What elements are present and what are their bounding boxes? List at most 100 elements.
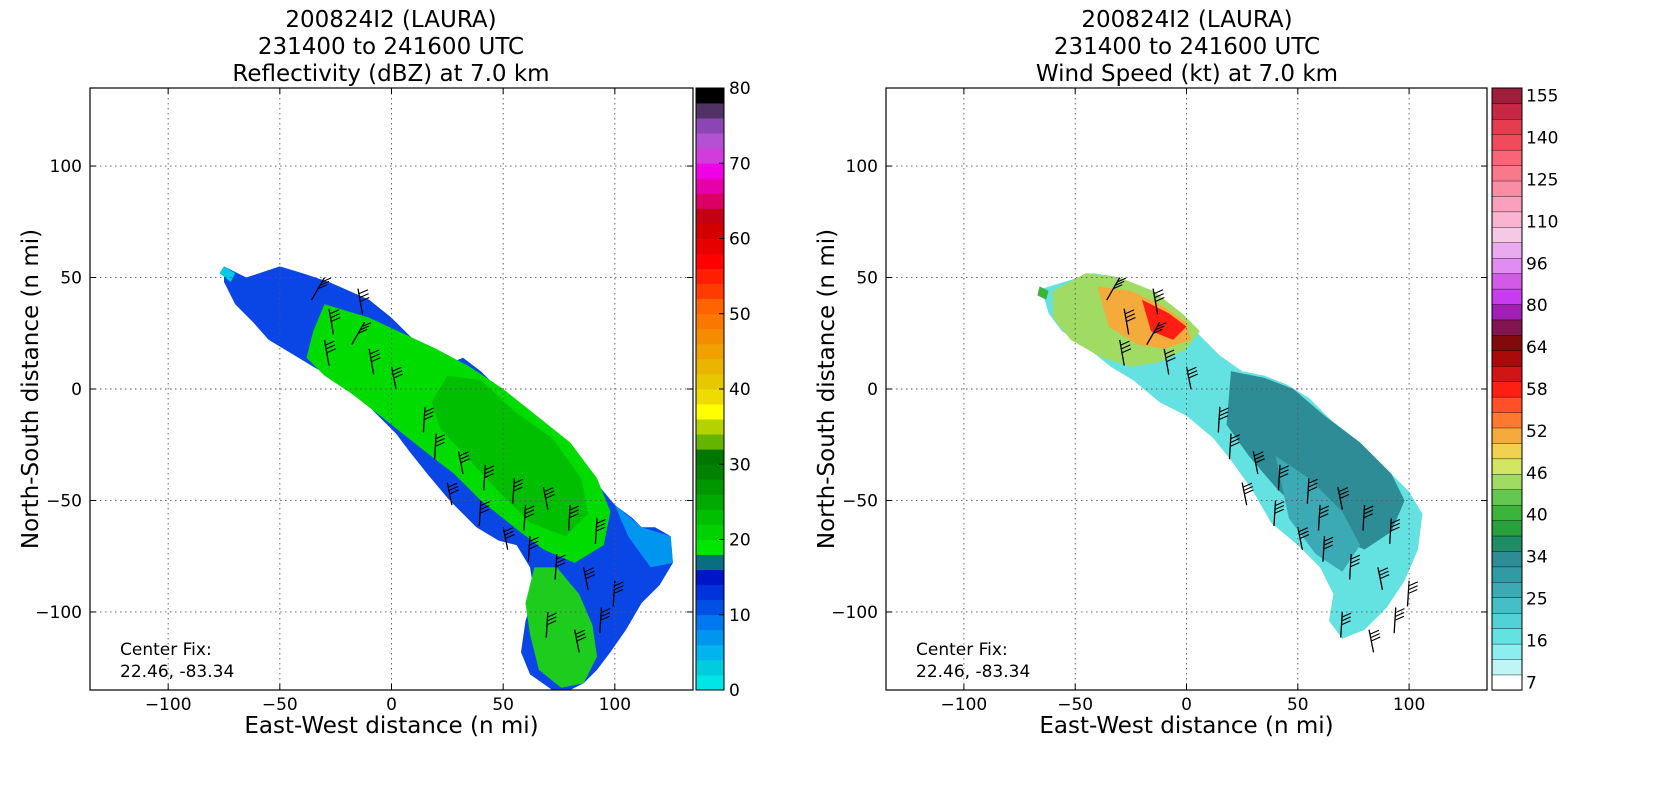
wind-colorbar-tick-label: 16 — [1526, 631, 1548, 651]
wind-wind-barb-feather — [1390, 518, 1401, 524]
refl-colorbar-swatch — [696, 148, 724, 164]
refl-wind-barb — [542, 486, 555, 510]
wind-wind-barb — [1297, 527, 1310, 550]
wind-x-tick-label: 50 — [1287, 695, 1309, 715]
refl-wind-barb-feather — [392, 366, 402, 372]
wind-colorbar-swatch — [1491, 195, 1523, 213]
wind-colorbar-tick-label: 40 — [1526, 506, 1548, 526]
wind-wind-barb — [1228, 433, 1240, 460]
refl-colorbar-swatch — [696, 494, 724, 510]
wind-wind-barb-feather — [1242, 482, 1253, 488]
wind-colorbar-swatch — [1491, 164, 1523, 182]
refl-wind-barb-feather — [544, 487, 554, 493]
refl-wind-barb-feather — [435, 441, 445, 447]
refl-wind-barb — [523, 504, 535, 531]
refl-wind-barb-feather — [524, 513, 534, 519]
wind-wind-barb-feather — [1274, 501, 1285, 507]
refl-echo-fragment — [219, 266, 236, 282]
refl-colorbar-swatch — [696, 404, 724, 420]
wind-wind-barb-feather — [1155, 296, 1165, 302]
refl-colorbar-swatch — [696, 434, 724, 450]
refl-wind-barb-staff — [502, 527, 509, 550]
refl-y-tick-label: 0 — [71, 380, 82, 400]
wind-wind-barb — [1377, 567, 1390, 591]
wind-wind-barb-feather — [1319, 505, 1329, 511]
wind-colorbar-swatch — [1491, 658, 1523, 676]
refl-wind-barb-feather — [330, 313, 340, 319]
wind-colorbar-swatch — [1491, 226, 1523, 243]
wind-wind-barb-feather — [1319, 509, 1329, 515]
wind-wind-barb-feather — [1363, 513, 1374, 519]
refl-wind-barb-feather — [600, 615, 610, 621]
wind-wind-barb-feather — [1390, 522, 1400, 528]
refl-colorbar-swatch — [696, 163, 724, 179]
refl-wind-barb — [457, 451, 470, 475]
wind-wind-barb — [1119, 339, 1132, 366]
wind-wind-barb-feather — [1274, 504, 1285, 510]
refl-colorbar-swatch — [696, 328, 724, 345]
wind-wind-barb-feather — [1319, 513, 1329, 519]
refl-wind-barb-feather — [321, 277, 332, 283]
refl-wind-barb-feather — [595, 526, 606, 532]
wind-colorbar-swatch — [1491, 581, 1523, 598]
refl-colorbar-swatch — [696, 449, 724, 465]
wind-colorbar-swatch — [1491, 134, 1523, 151]
wind-wind-barb-feather — [1156, 322, 1167, 328]
wind-wind-barb — [1306, 478, 1318, 504]
refl-colorbar-tick-label: 60 — [729, 230, 751, 250]
wind-colorbar-swatch — [1491, 427, 1523, 444]
refl-x-axis-label: East-West distance (n mi) — [244, 713, 538, 739]
wind-wind-barb-feather — [1154, 293, 1164, 299]
refl-colorbar-swatch — [696, 389, 724, 405]
refl-wind-barb-feather — [393, 373, 403, 379]
refl-wind-barb-feather — [524, 509, 535, 515]
wind-colorbar-tick-label: 34 — [1526, 548, 1548, 568]
refl-colorbar-tick-label: 20 — [729, 531, 751, 551]
refl-wind-barb-feather — [435, 438, 445, 444]
refl-y-axis-label: North-South distance (n mi) — [18, 229, 44, 549]
refl-colorbar-swatch — [696, 599, 724, 616]
refl-x-tick-label: 100 — [599, 695, 631, 715]
refl-wind-barb-staff — [368, 348, 375, 375]
refl-wind-barb-feather — [555, 558, 566, 564]
wind-wind-barb-feather — [1341, 620, 1351, 626]
wind-colorbar-tick-label: 52 — [1526, 422, 1548, 442]
wind-wind-barb-feather — [1230, 434, 1240, 440]
refl-wind-barb-feather — [585, 574, 596, 580]
wind-colorbar-swatch — [1491, 350, 1523, 367]
wind-wind-barb-feather — [1323, 540, 1334, 546]
wind-field-fragment — [1037, 286, 1049, 300]
wind-wind-barb-feather — [1378, 567, 1389, 573]
wind-colorbar-swatch — [1491, 288, 1523, 305]
wind-wind-barb-staff — [1306, 478, 1310, 504]
refl-wind-barb — [527, 536, 539, 562]
refl-wind-barb-feather — [600, 611, 611, 617]
wind-wind-barb-feather — [1307, 486, 1318, 492]
wind-colorbar-swatch — [1491, 489, 1523, 506]
wind-wind-barb-feather — [1369, 629, 1380, 635]
wind-wind-barb — [1106, 277, 1127, 301]
wind-wind-barb-feather — [1298, 527, 1308, 533]
wind-colorbar-swatch — [1491, 334, 1523, 352]
refl-colorbar-swatch — [696, 253, 724, 269]
wind-wind-barb-feather — [1363, 509, 1374, 515]
wind-colorbar-swatch — [1491, 612, 1523, 629]
wind-wind-barb-feather — [1279, 469, 1289, 475]
wind-x-tick-label: 0 — [1181, 695, 1192, 715]
wind-wind-barb-feather — [1323, 544, 1333, 550]
refl-echo-edge-east — [614, 504, 673, 568]
refl-wind-barb — [582, 567, 596, 591]
refl-wind-barb-feather — [460, 458, 470, 464]
refl-colorbar-swatch — [696, 178, 724, 194]
wind-wind-barb-feather — [1379, 574, 1390, 580]
refl-colorbar-swatch — [696, 674, 724, 691]
wind-wind-barb — [1217, 406, 1229, 433]
wind-wind-barb-staff — [1273, 500, 1277, 527]
refl-wind-barb-feather — [576, 633, 586, 639]
wind-colorbar-swatch — [1491, 319, 1523, 336]
wind-wind-barb-feather — [1219, 411, 1229, 417]
refl-colorbar-swatch — [696, 644, 724, 661]
refl-colorbar-swatch — [696, 313, 724, 330]
wind-colorbar-swatch — [1491, 674, 1523, 691]
